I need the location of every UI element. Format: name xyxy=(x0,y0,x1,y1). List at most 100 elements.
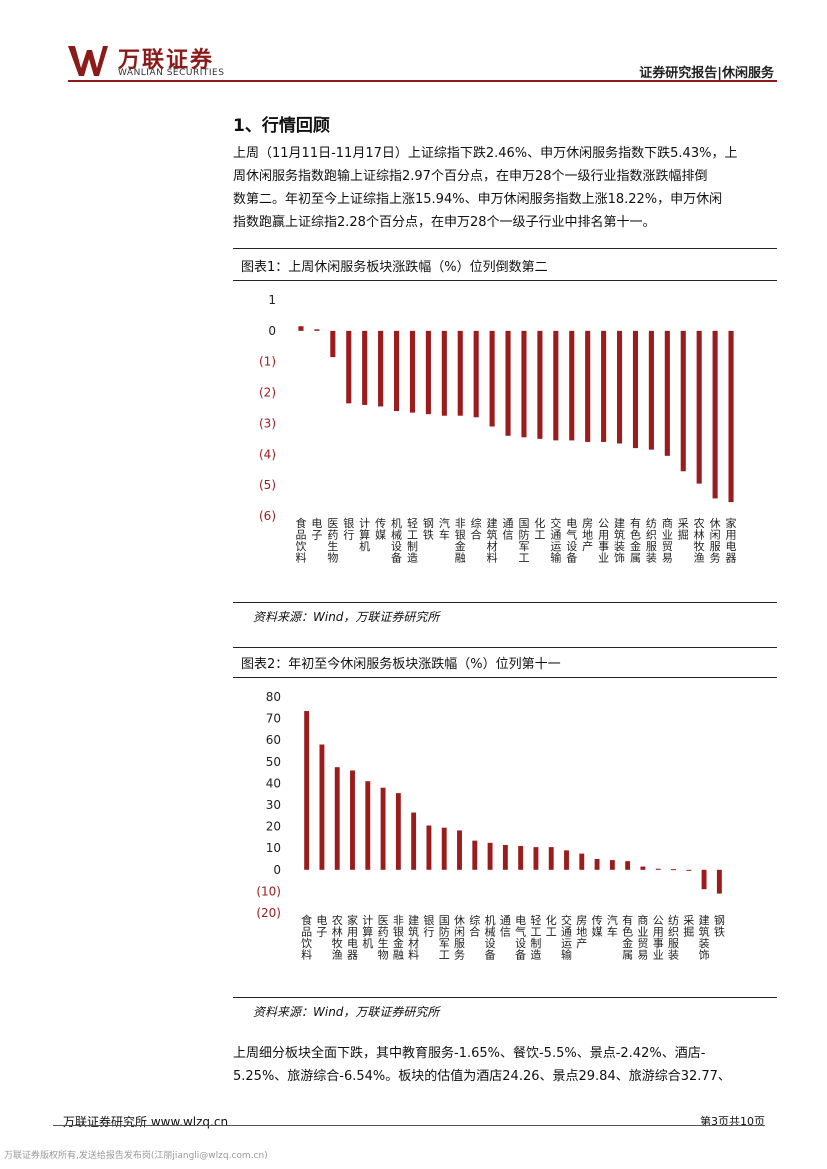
bar xyxy=(441,827,447,870)
y-tick-label: 0 xyxy=(268,324,276,338)
paragraph-line: 指数跑赢上证综指2.28个百分点，在申万28个一级子行业中排名第十一。 xyxy=(233,215,656,230)
wanlian-logo-icon xyxy=(68,46,108,76)
x-tick-label: 电气设备 xyxy=(515,914,526,962)
footer-institute: 万联证券研究所 www.wlzq.cn xyxy=(63,1115,229,1129)
bar xyxy=(521,330,527,438)
x-tick-label: 国防军工 xyxy=(439,914,450,962)
y-tick-label: 1 xyxy=(268,293,276,307)
figure2-source: 资料来源：Wind，万联证券研究所 xyxy=(253,1005,440,1019)
x-tick-label: 综合 xyxy=(471,516,482,542)
bar xyxy=(553,330,559,441)
paragraph-line: 上周（11月11日-11月17日）上证综指下跌2.46%、申万休闲服务指数下跌5… xyxy=(233,146,738,161)
y-tick-label: (10) xyxy=(256,884,281,898)
y-tick-label: (6) xyxy=(259,509,276,523)
report-title: 证券研究报告|休闲服务 xyxy=(639,66,774,81)
intro-paragraph: 上周（11月11日-11月17日）上证综指下跌2.46%、申万休闲服务指数下跌5… xyxy=(233,142,778,234)
bar xyxy=(395,793,401,870)
figure2-title: 图表2：年初至今休闲服务板块涨跌幅（%）位列第十一 xyxy=(241,657,561,672)
bar xyxy=(298,326,304,331)
x-tick-label: 国防军工 xyxy=(518,517,529,565)
y-tick-label: 0 xyxy=(273,863,281,877)
y-tick-label: 50 xyxy=(266,755,281,769)
x-tick-label: 房地产 xyxy=(576,914,587,950)
bar xyxy=(362,330,368,405)
x-tick-label: 纺织服装 xyxy=(646,516,657,565)
bar xyxy=(334,767,340,870)
bar xyxy=(473,330,479,418)
bar xyxy=(314,329,320,331)
y-tick-label: (20) xyxy=(256,906,281,920)
figure1-bottom-rule xyxy=(233,602,777,603)
bar xyxy=(380,787,386,870)
x-tick-label: 交通运输 xyxy=(550,516,561,565)
bar xyxy=(457,830,462,870)
x-tick-label: 采掘 xyxy=(683,914,694,939)
x-tick-label: 有色金属 xyxy=(630,516,641,565)
bar xyxy=(537,330,543,439)
y-tick-label: 20 xyxy=(266,820,281,834)
x-tick-label: 钢铁 xyxy=(423,517,434,542)
bar xyxy=(472,840,478,870)
paragraph-line: 数第二。年初至今上证综指上涨15.94%、申万休闲服务指数上涨18.22%，申万… xyxy=(233,192,723,207)
x-tick-label: 计算机 xyxy=(359,517,370,553)
bar xyxy=(548,847,554,870)
bar xyxy=(579,853,585,870)
figure2-top-rule xyxy=(233,647,777,648)
bar xyxy=(616,330,623,444)
bar xyxy=(701,869,707,890)
paragraph-line: 5.25%、旅游综合-6.54%。板块的估值为酒店24.26、景点29.84、旅… xyxy=(233,1069,731,1084)
x-tick-label: 汽车 xyxy=(439,516,450,542)
bar xyxy=(304,711,310,870)
x-tick-label: 医药生物 xyxy=(378,914,389,962)
bar xyxy=(330,330,336,358)
figure1-source: 资料来源：Wind，万联证券研究所 xyxy=(253,610,440,624)
bar xyxy=(319,744,325,870)
x-tick-label: 通信 xyxy=(503,517,514,542)
x-tick-label: 公用事业 xyxy=(653,914,664,962)
paragraph-line: 上周细分板块全面下跌，其中教育服务-1.65%、餐饮-5.5%、景点-2.42%… xyxy=(233,1046,706,1061)
x-tick-label: 通信 xyxy=(500,914,511,939)
bar xyxy=(564,850,569,870)
x-tick-label: 传媒 xyxy=(375,517,386,542)
bar xyxy=(505,330,511,436)
y-tick-label: 30 xyxy=(266,798,281,812)
bar xyxy=(569,330,575,441)
bar xyxy=(489,330,495,427)
figure1-title: 图表1：上周休闲服务板块涨跌幅（%）位列倒数第二 xyxy=(241,260,548,275)
figure1-top-rule xyxy=(233,248,777,249)
bar xyxy=(411,812,417,870)
bar xyxy=(393,330,400,412)
bar xyxy=(601,330,607,442)
x-tick-label: 商业贸易 xyxy=(662,516,673,565)
x-tick-label: 食品饮料 xyxy=(295,516,306,565)
x-tick-label: 轻工制造 xyxy=(407,516,418,565)
x-tick-label: 化工 xyxy=(534,516,545,542)
figure2-bottom-rule xyxy=(233,997,777,998)
bar xyxy=(686,869,692,871)
bar xyxy=(365,781,371,870)
y-tick-label: 60 xyxy=(266,733,281,747)
y-tick-label: (2) xyxy=(259,386,276,400)
logo-chinese-text: 万联证券 xyxy=(118,48,215,73)
x-tick-label: 交通运输 xyxy=(561,913,572,962)
x-tick-label: 电子 xyxy=(316,914,327,939)
header-divider xyxy=(68,80,777,82)
bar xyxy=(632,330,639,449)
x-tick-label: 化工 xyxy=(546,913,557,939)
x-tick-label: 休闲服务 xyxy=(710,517,721,565)
x-tick-label: 综合 xyxy=(469,913,480,939)
x-tick-label: 农林牧渔 xyxy=(332,913,343,962)
x-tick-label: 家用电器 xyxy=(726,516,737,565)
bar xyxy=(533,847,539,870)
figure1-chart: 1 0 (1) (2) (3) (4) (5) (6) 食品饮料电子医药生物银行计算机传媒机械设… xyxy=(259,293,737,565)
paragraph-line: 周休闲服务指数跑输上证综指2.97个百分点，在申万28个一级行业指数涨跌幅排倒 xyxy=(233,169,708,184)
bar xyxy=(378,330,384,407)
bar xyxy=(426,825,432,870)
footer-divider xyxy=(53,1125,765,1126)
logo-english-text: WANLIAN SECURITIES xyxy=(118,68,225,78)
y-tick-label: (5) xyxy=(259,478,276,492)
y-tick-label: (3) xyxy=(259,416,276,430)
bar xyxy=(664,330,670,456)
x-tick-label: 建筑材料 xyxy=(487,516,498,565)
x-tick-label: 家用电器 xyxy=(347,913,358,962)
